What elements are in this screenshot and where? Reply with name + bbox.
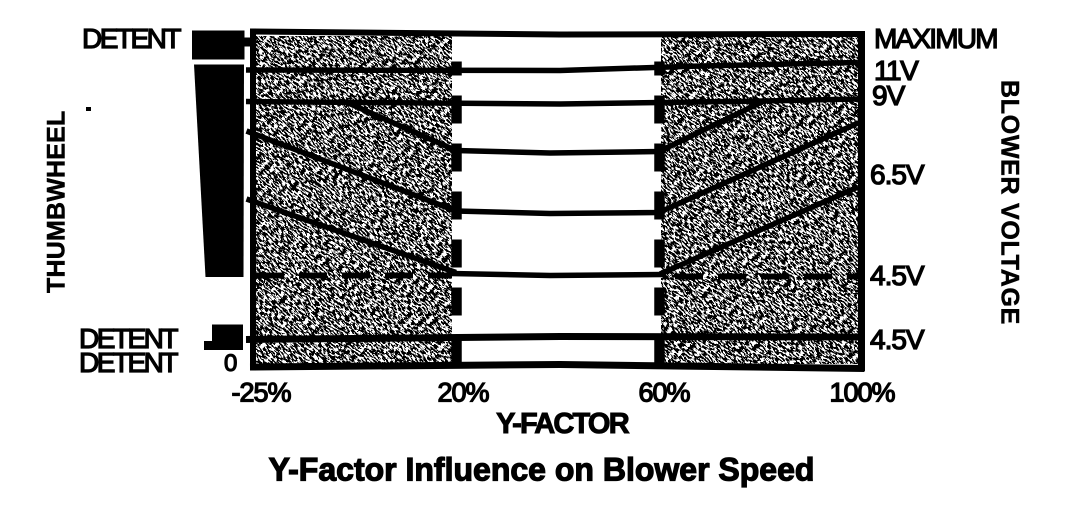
- svg-text:6.5V: 6.5V: [870, 159, 925, 190]
- svg-text:100%: 100%: [829, 378, 895, 408]
- svg-text:11V: 11V: [874, 55, 919, 86]
- svg-text:4.5V: 4.5V: [870, 260, 925, 291]
- svg-text:DETENT: DETENT: [79, 323, 178, 354]
- svg-text:Y-Factor Influence on Blower S: Y-Factor Influence on Blower Speed: [269, 452, 815, 488]
- svg-text:MAXIMUM: MAXIMUM: [874, 23, 997, 54]
- svg-text:9V: 9V: [872, 80, 906, 111]
- svg-text:Y-FACTOR: Y-FACTOR: [496, 408, 630, 440]
- svg-text:BLOWER VOLTAGE: BLOWER VOLTAGE: [996, 80, 1024, 325]
- svg-text:20%: 20%: [437, 378, 489, 408]
- svg-text:DETENT: DETENT: [79, 347, 178, 378]
- svg-text:4.5V: 4.5V: [870, 324, 925, 355]
- svg-text:0: 0: [224, 350, 237, 377]
- svg-text:-25%: -25%: [231, 378, 291, 408]
- svg-text:60%: 60%: [638, 378, 690, 408]
- svg-text:THUMBWHEEL: THUMBWHEEL: [43, 110, 71, 293]
- svg-text:DETENT: DETENT: [82, 23, 181, 54]
